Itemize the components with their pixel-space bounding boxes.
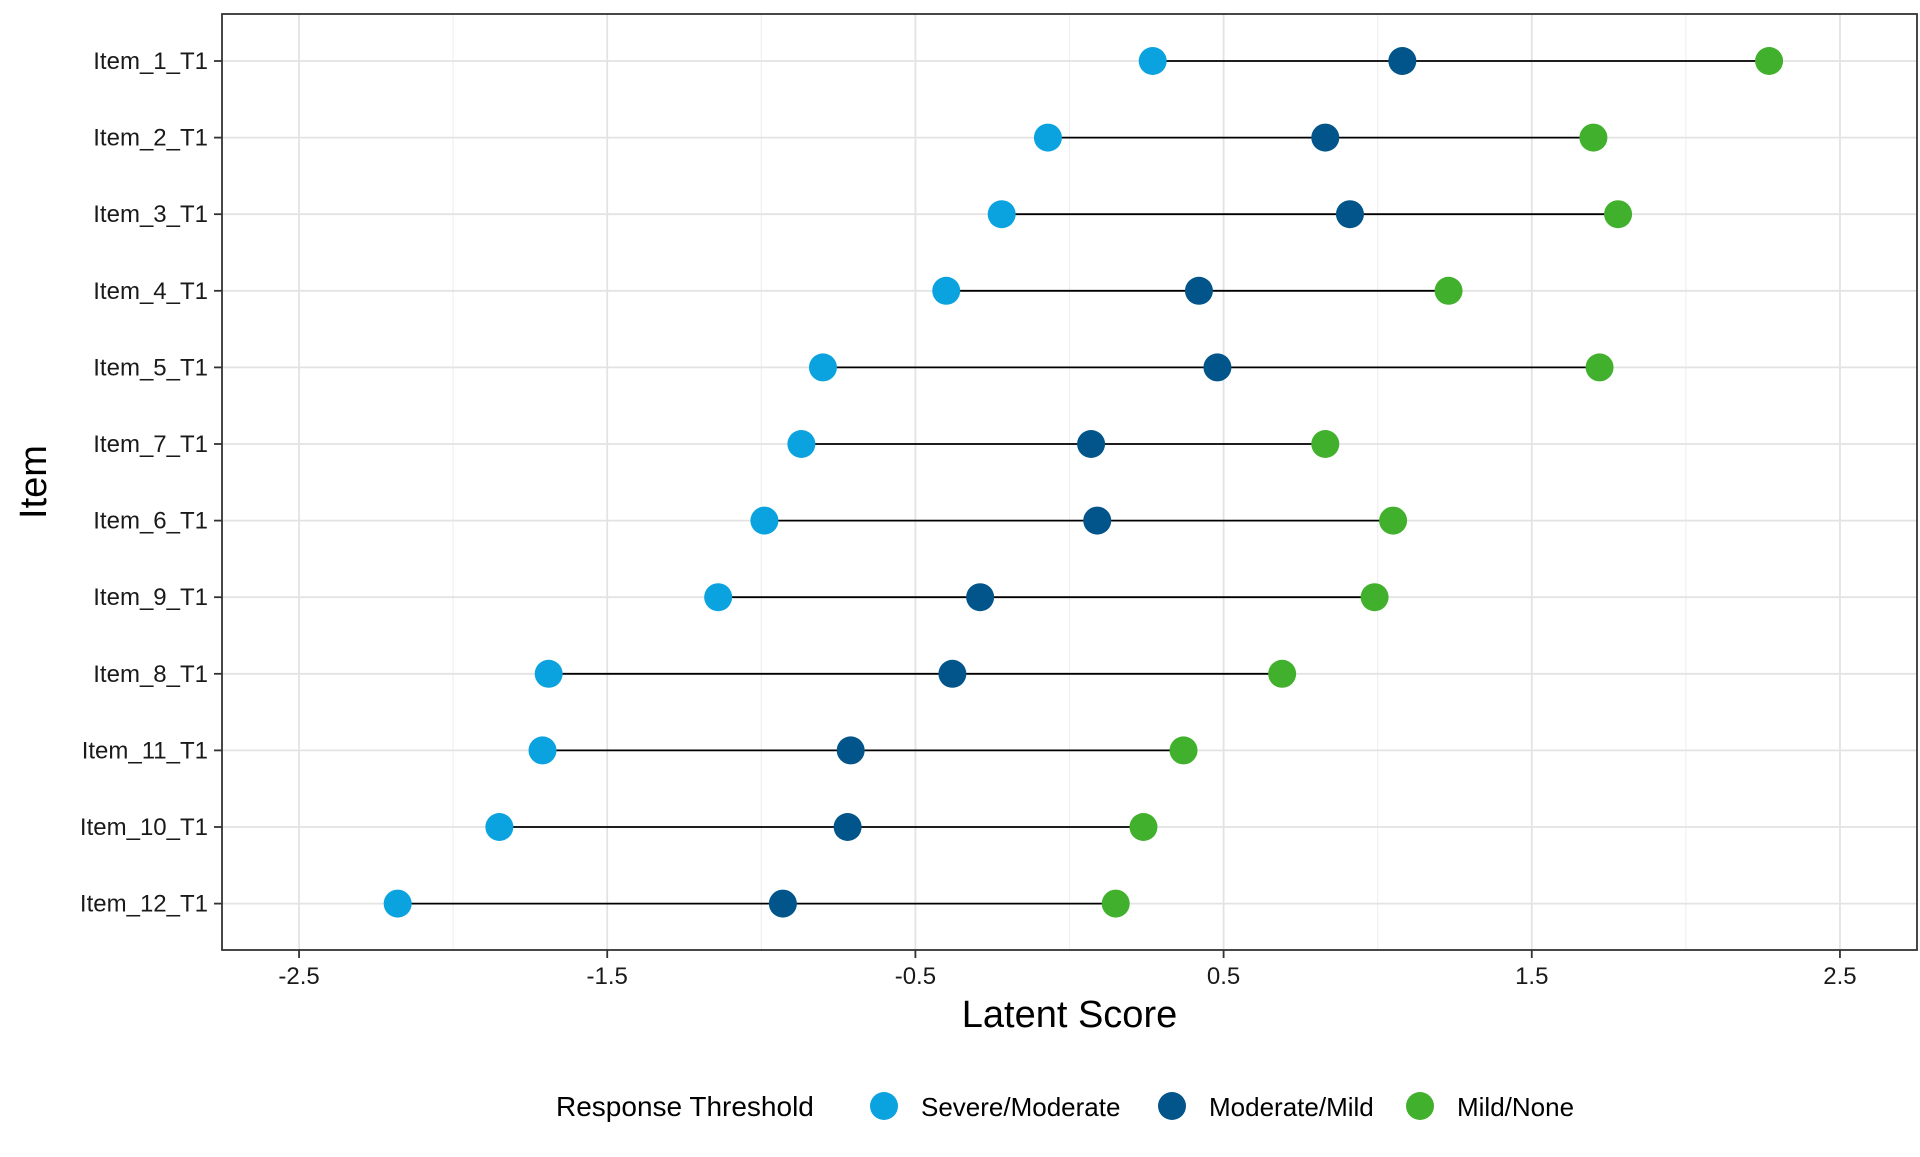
data-point — [485, 813, 514, 841]
data-point — [1184, 276, 1213, 305]
y-tick-label: Item_9_T1 — [93, 584, 208, 611]
data-point — [836, 736, 865, 765]
y-tick-label: Item_4_T1 — [93, 278, 208, 305]
x-tick-label: 2.5 — [1823, 963, 1856, 990]
data-point — [704, 583, 733, 612]
data-point — [932, 276, 961, 305]
data-point — [750, 506, 779, 535]
data-point — [1335, 200, 1364, 229]
data-point — [768, 889, 797, 918]
data-point — [938, 659, 967, 688]
x-tick-label: -2.5 — [278, 963, 319, 990]
data-point — [1604, 200, 1633, 229]
legend-swatch — [1406, 1092, 1434, 1120]
data-point — [1268, 659, 1297, 688]
y-tick-label: Item_8_T1 — [93, 661, 208, 688]
data-point — [1033, 123, 1062, 152]
panel-border — [221, 13, 1918, 951]
data-point — [1579, 123, 1608, 152]
y-tick-label: Item_7_T1 — [93, 431, 208, 458]
data-point — [383, 889, 412, 918]
data-point — [808, 353, 837, 382]
x-tick-label: -0.5 — [895, 963, 936, 990]
y-tick-label: Item_12_T1 — [80, 891, 208, 918]
data-point — [1379, 506, 1408, 535]
y-tick-label: Item_6_T1 — [93, 508, 208, 535]
data-point — [534, 659, 563, 688]
y-tick-label: Item_2_T1 — [93, 125, 208, 152]
x-tick-label: 0.5 — [1207, 963, 1240, 990]
data-point — [1203, 353, 1232, 382]
data-point — [787, 430, 816, 458]
y-tick-label: Item_1_T1 — [93, 48, 208, 75]
data-point — [966, 583, 995, 612]
data-point — [1388, 47, 1417, 75]
legend-label: Mild/None — [1457, 1092, 1574, 1122]
y-tick-label: Item_11_T1 — [82, 737, 208, 764]
legend-label: Moderate/Mild — [1209, 1092, 1374, 1122]
data-point — [528, 736, 557, 765]
data-point — [1169, 736, 1198, 765]
data-point — [1138, 47, 1167, 75]
legend-title: Response Threshold — [556, 1091, 814, 1122]
legend-swatch — [870, 1092, 898, 1120]
data-point — [987, 200, 1016, 229]
data-point — [1077, 430, 1106, 458]
data-point — [1311, 430, 1340, 458]
y-tick-label: Item_3_T1 — [93, 201, 208, 228]
data-point — [1083, 506, 1112, 535]
y-tick-label: Item_5_T1 — [93, 354, 208, 381]
data-point — [1585, 353, 1614, 382]
legend-swatch — [1158, 1092, 1186, 1120]
x-axis-title: Latent Score — [962, 994, 1177, 1036]
data-point — [1311, 123, 1340, 152]
x-tick-label: 1.5 — [1515, 963, 1548, 990]
x-tick-label: -1.5 — [587, 963, 628, 990]
data-point — [1101, 889, 1130, 918]
data-point — [1129, 813, 1158, 841]
legend-label: Severe/Moderate — [921, 1092, 1120, 1122]
data-point — [1434, 276, 1463, 305]
y-tick-label: Item_10_T1 — [80, 814, 208, 841]
data-point — [833, 813, 862, 841]
data-point — [1755, 47, 1784, 75]
data-point — [1360, 583, 1389, 612]
y-axis-title: Item — [13, 445, 55, 519]
